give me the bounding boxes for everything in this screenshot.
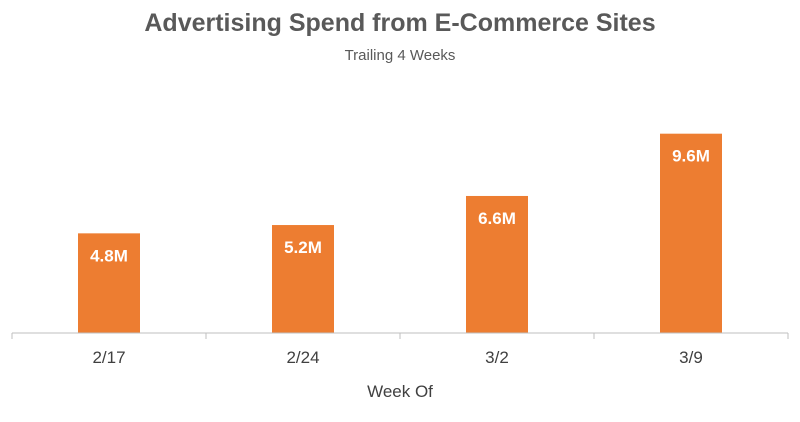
x-tick-label-2-17: 2/17 xyxy=(92,348,125,367)
chart-subtitle: Trailing 4 Weeks xyxy=(345,47,456,64)
chart-title: Advertising Spend from E-Commerce Sites xyxy=(144,9,655,37)
x-tick-label-3-2: 3/2 xyxy=(485,348,509,367)
bar-2-24 xyxy=(272,225,334,333)
bar-2-17 xyxy=(78,233,140,333)
bar-3-9 xyxy=(660,133,722,333)
x-tick-label-2-24: 2/24 xyxy=(286,348,319,367)
data-label-3-9: 9.6M xyxy=(672,147,710,166)
x-axis-title: Week Of xyxy=(367,382,433,401)
x-tick-labels: 2/17 2/24 3/2 3/9 xyxy=(92,348,702,367)
bar-3-2 xyxy=(466,195,528,333)
data-label-2-24: 5.2M xyxy=(284,238,322,257)
x-axis xyxy=(11,332,789,339)
x-tick-label-3-9: 3/9 xyxy=(679,348,703,367)
data-label-3-2: 6.6M xyxy=(478,209,516,228)
bars-group: 4.8M 5.2M 6.6M 9.6M xyxy=(78,133,722,333)
data-label-2-17: 4.8M xyxy=(90,246,128,265)
